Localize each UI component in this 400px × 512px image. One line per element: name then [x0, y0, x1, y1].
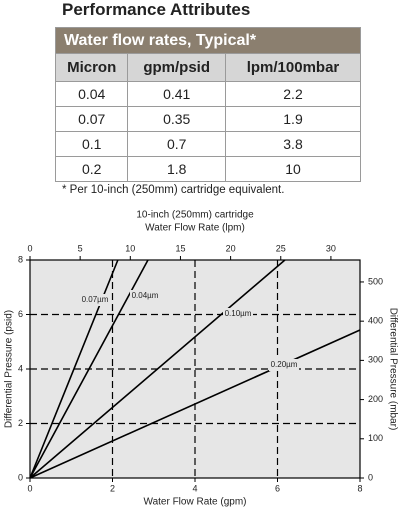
chart-title: 10-inch (250mm) cartridge: [136, 210, 254, 221]
table-cell: 0.04: [54, 81, 129, 107]
line-label: 0.20µm: [271, 360, 298, 369]
table-cell: 0.35: [127, 106, 226, 132]
flow-table: Water flow rates, Typical* Micron gpm/psi…: [54, 27, 361, 182]
series-line: [29, 259, 149, 479]
table-cell: 1.9: [225, 106, 361, 132]
column-header: gpm/psid: [127, 53, 226, 82]
x-tick-label: 2: [110, 483, 115, 493]
x-tick-label: 4: [192, 483, 197, 493]
table-cell: 0.41: [127, 81, 226, 107]
table-cell: 0.07: [54, 106, 129, 132]
table-cell: 0.2: [54, 156, 129, 182]
line-label: 0.07µm: [82, 295, 109, 304]
x2-tick-label: 15: [175, 243, 185, 253]
line-label: 0.04µm: [132, 291, 159, 300]
y2-tick-label: 400: [368, 316, 383, 326]
table-row: 0.2 1.8 10: [54, 156, 361, 182]
y-tick-label: 0: [18, 472, 23, 482]
x2-tick-label: 30: [326, 243, 336, 253]
x2-tick-label: 5: [78, 243, 83, 253]
y-tick-label: 4: [18, 363, 23, 373]
y2-tick-label: 300: [368, 355, 383, 365]
y-axis-label: Differential Pressure (psid): [4, 310, 15, 428]
line-label-bg: [223, 308, 253, 320]
x-tick-label: 0: [27, 483, 32, 493]
line-label-bg: [80, 294, 110, 306]
footnote: * Per 10-inch (250mm) cartridge equivale…: [62, 184, 285, 196]
table-cell: 1.8: [127, 156, 226, 182]
line-label-bg: [130, 290, 160, 302]
y2-tick-label: 100: [368, 433, 383, 443]
x-tick-label: 6: [275, 483, 280, 493]
table-cell: 10: [225, 156, 361, 182]
table-row: 0.07 0.35 1.9: [54, 106, 361, 132]
line-label: 0.10µm: [225, 309, 252, 318]
x-tick-label: 8: [357, 483, 362, 493]
y2-tick-label: 200: [368, 394, 383, 404]
x2-tick-label: 0: [27, 243, 32, 253]
series-line: [29, 329, 361, 479]
y2-axis-label: Differential Pressure (mbar): [387, 308, 398, 431]
table-cell: 0.7: [127, 131, 226, 157]
y-tick-label: 6: [18, 309, 23, 319]
y2-tick-label: 500: [368, 276, 383, 286]
x2-axis-label: Water Flow Rate (lpm): [145, 223, 245, 234]
column-header: lpm/100mbar: [225, 53, 361, 82]
series-line: [29, 259, 286, 479]
y2-tick-label: 0: [368, 472, 373, 482]
line-label-bg: [269, 359, 299, 371]
column-header: Micron: [54, 53, 129, 82]
page-title: Performance Attributes: [62, 0, 251, 19]
y-tick-label: 8: [18, 254, 23, 264]
x2-tick-label: 25: [276, 243, 286, 253]
x2-tick-label: 10: [125, 243, 135, 253]
plot-frame: [29, 259, 361, 479]
x-axis-label: Water Flow Rate (gpm): [144, 497, 247, 508]
x2-tick-label: 20: [226, 243, 236, 253]
y-tick-label: 2: [18, 418, 23, 428]
